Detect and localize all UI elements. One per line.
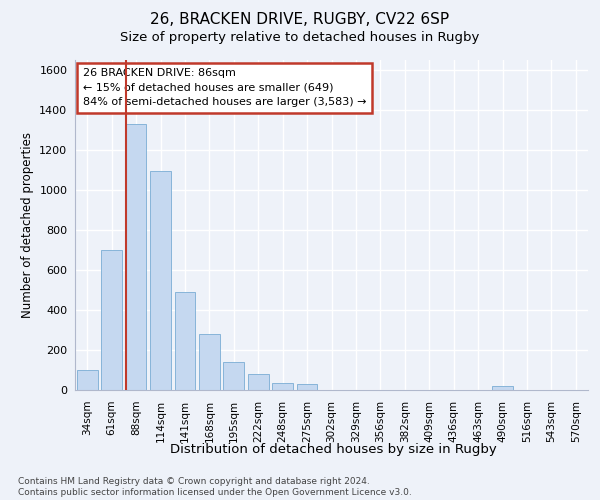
Bar [77,370,98,390]
Text: Distribution of detached houses by size in Rugby: Distribution of detached houses by size … [170,442,496,456]
Text: Contains HM Land Registry data © Crown copyright and database right 2024.
Contai: Contains HM Land Registry data © Crown c… [18,478,412,497]
Bar [199,334,220,390]
Bar [150,171,171,390]
Bar [492,386,513,390]
Bar [223,362,244,390]
Bar [125,124,146,390]
Bar [296,384,317,390]
Bar [272,383,293,390]
Text: 26 BRACKEN DRIVE: 86sqm
← 15% of detached houses are smaller (649)
84% of semi-d: 26 BRACKEN DRIVE: 86sqm ← 15% of detache… [83,68,366,107]
Text: 26, BRACKEN DRIVE, RUGBY, CV22 6SP: 26, BRACKEN DRIVE, RUGBY, CV22 6SP [151,12,449,28]
Y-axis label: Number of detached properties: Number of detached properties [20,132,34,318]
Bar [248,374,269,390]
Bar [101,250,122,390]
Text: Size of property relative to detached houses in Rugby: Size of property relative to detached ho… [121,31,479,44]
Bar [175,292,196,390]
